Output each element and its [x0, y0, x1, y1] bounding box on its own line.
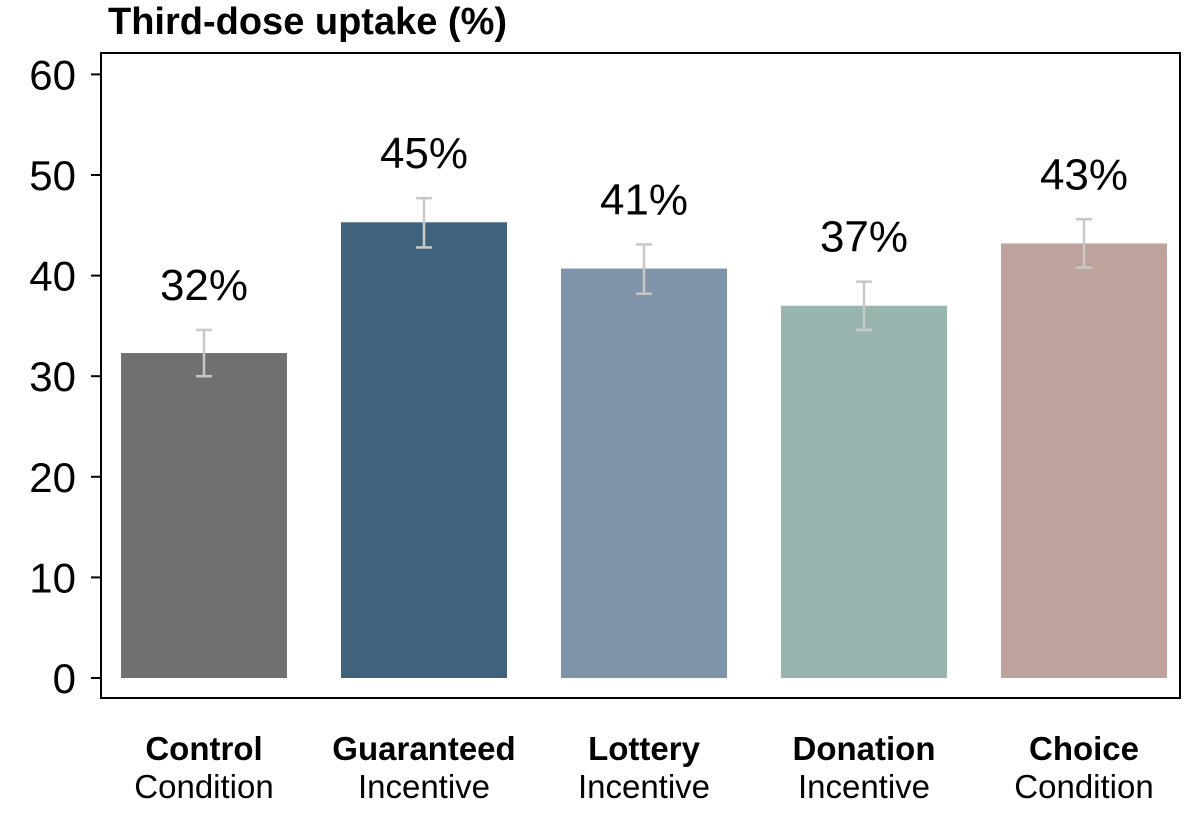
x-tick-label-primary: Lottery — [588, 730, 700, 767]
y-tick-label: 0 — [53, 655, 76, 702]
bar — [781, 305, 947, 678]
bar-series: 32% 45% 41% 37% 43% — [121, 129, 1167, 679]
chart-title: Third-dose uptake (%) — [108, 1, 507, 43]
data-label: 41% — [600, 175, 688, 224]
data-label: 32% — [160, 261, 248, 310]
x-tick-label-primary: Choice — [1029, 730, 1139, 767]
x-tick-label-primary: Guaranteed — [332, 730, 515, 767]
data-label: 37% — [820, 213, 908, 262]
bar — [341, 222, 507, 679]
x-tick-label-secondary: Incentive — [798, 768, 930, 805]
x-tick-label-secondary: Condition — [134, 768, 273, 805]
bar — [121, 353, 287, 678]
x-tick-label-primary: Control — [145, 730, 262, 767]
x-tick-label-primary: Donation — [793, 730, 936, 767]
y-tick-label: 60 — [29, 51, 76, 98]
y-tick-label: 50 — [29, 152, 76, 199]
x-tick-label-secondary: Condition — [1014, 768, 1153, 805]
y-axis: 0 10 20 30 40 50 60 — [29, 51, 101, 702]
y-tick-label: 10 — [29, 554, 76, 601]
x-axis-labels: ControlConditionGuaranteedIncentiveLotte… — [134, 730, 1153, 805]
bar — [561, 268, 727, 678]
x-tick-label-secondary: Incentive — [578, 768, 710, 805]
data-label: 45% — [380, 129, 468, 178]
bar — [1001, 243, 1167, 678]
y-tick-label: 30 — [29, 353, 76, 400]
x-tick-label-secondary: Incentive — [358, 768, 490, 805]
y-tick-label: 40 — [29, 253, 76, 300]
data-label: 43% — [1040, 150, 1128, 199]
y-tick-label: 20 — [29, 454, 76, 501]
